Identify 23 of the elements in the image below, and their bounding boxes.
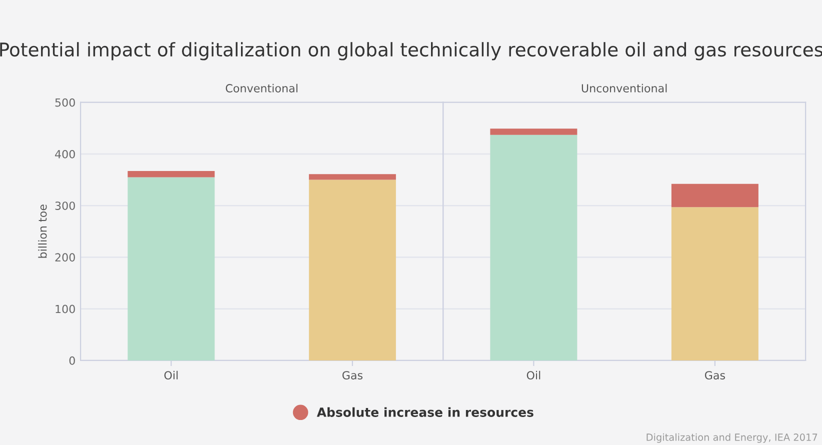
bar [671, 207, 758, 360]
bar [308, 180, 396, 360]
y-tick-label: 400 [55, 150, 75, 158]
bar [128, 177, 215, 360]
y-tick-label: 100 [56, 304, 75, 314]
x-tick-label: Oil [526, 370, 540, 380]
bar [490, 134, 578, 360]
text: Unconventional [582, 84, 667, 92]
legend-label: Absolute increase in resources [316, 407, 534, 417]
y-tick-label: 300 [55, 202, 75, 210]
y-tick-label: 200 [55, 253, 75, 262]
y-tick-label: 500 [55, 98, 75, 107]
bar [308, 174, 396, 180]
bar [490, 128, 578, 135]
x-tick-label: Oil [164, 370, 178, 380]
y-tick-label: 0 [69, 356, 75, 365]
x-tick-label: Gas [342, 371, 362, 380]
text: Conventional [226, 84, 298, 92]
bar [671, 184, 758, 208]
text: Digitalization and Energy, IEA 2017 [646, 433, 818, 443]
y-axis-title: billion toe [38, 204, 47, 258]
x-tick-label: Gas [704, 371, 725, 380]
bar [128, 171, 215, 178]
